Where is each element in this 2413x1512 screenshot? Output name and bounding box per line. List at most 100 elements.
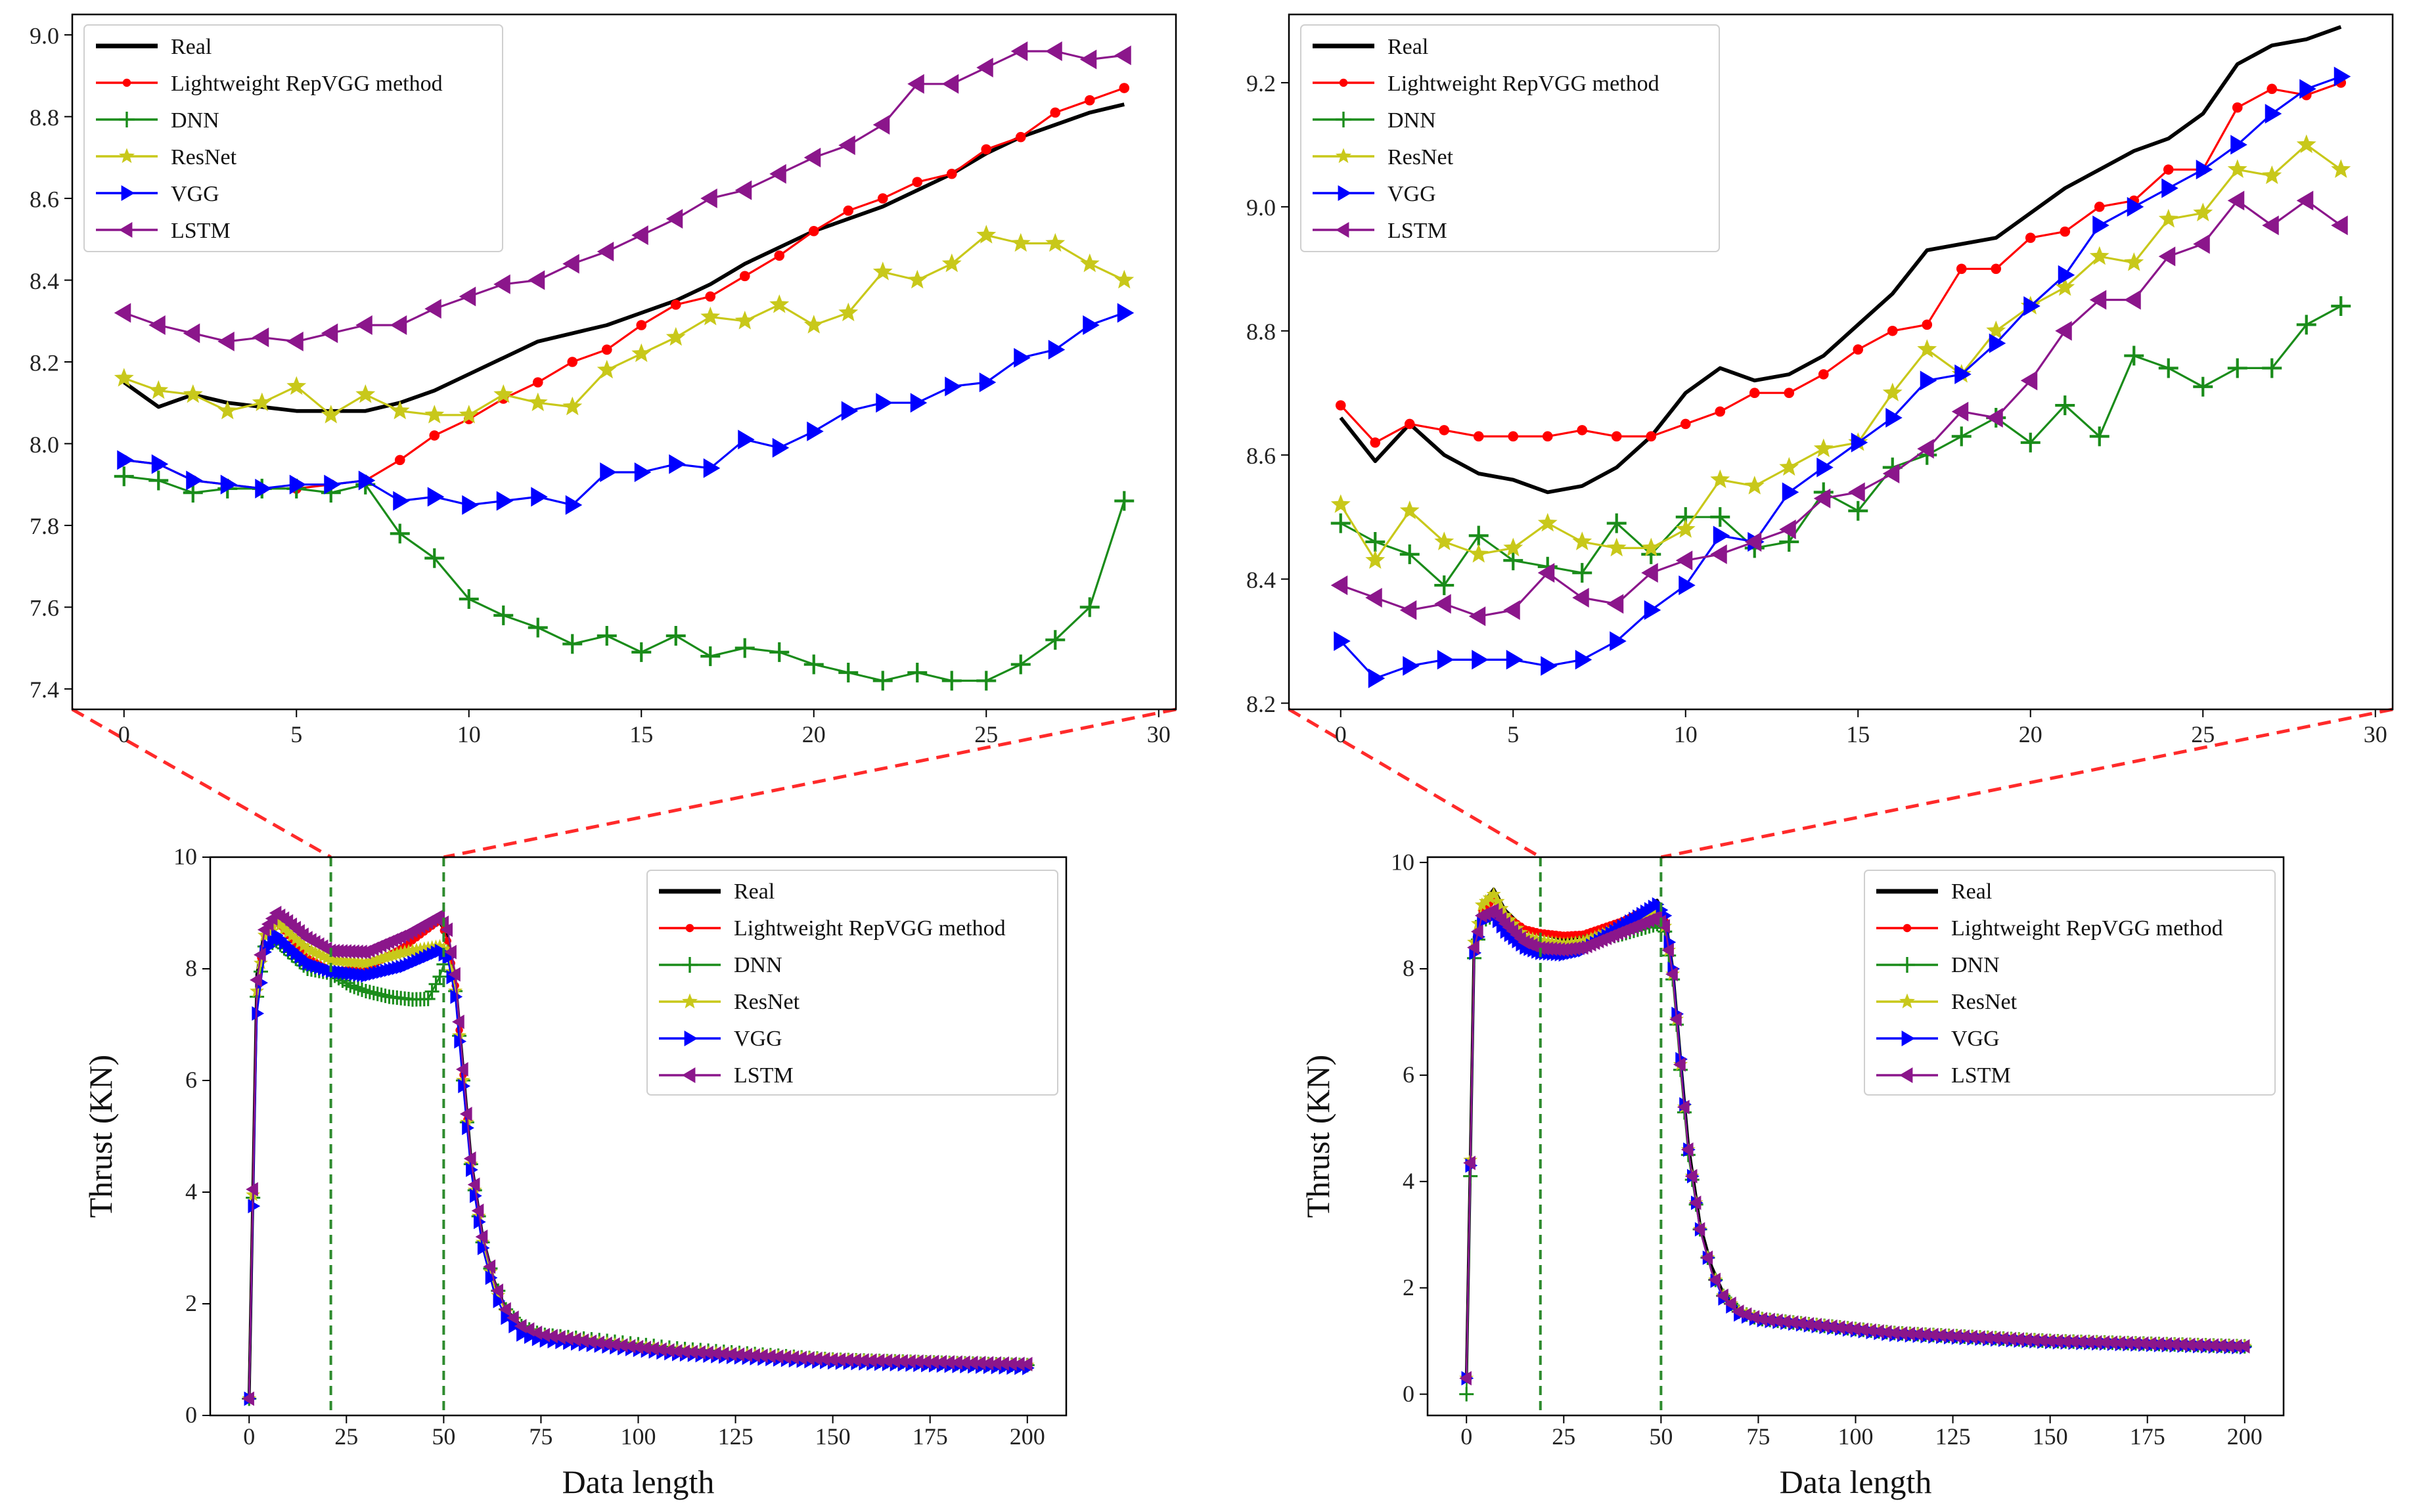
data-point-lstm xyxy=(1840,1321,1853,1336)
legend-item-lstm: LSTM xyxy=(1313,219,1447,243)
y-tick-label: 8 xyxy=(185,955,197,981)
x-tick-label: 25 xyxy=(974,721,998,747)
data-point-lstm xyxy=(2158,246,2176,267)
data-point-lstm xyxy=(1809,1318,1822,1333)
data-point-lightweight xyxy=(808,226,819,236)
data-point-lstm xyxy=(755,1348,768,1364)
data-point-lightweight xyxy=(1015,131,1026,143)
legend-label: Real xyxy=(1951,879,1992,904)
series-line-lightweight xyxy=(1340,81,2341,444)
data-point-resnet xyxy=(296,938,311,952)
data-point-dnn xyxy=(424,984,440,999)
data-point-lstm xyxy=(1882,464,1900,484)
data-point-resnet xyxy=(2055,277,2075,296)
data-point-lstm xyxy=(809,1351,823,1366)
data-point-dnn xyxy=(872,671,893,691)
data-point-lstm xyxy=(778,1350,792,1365)
data-point-lstm xyxy=(1658,919,1670,934)
data-point-lightweight xyxy=(1050,107,1061,118)
y-tick-label: 7.6 xyxy=(30,595,59,621)
data-point-dnn xyxy=(493,605,514,625)
legend-item-lightweight: Lightweight RepVGG method xyxy=(1313,72,1659,96)
data-point-vgg xyxy=(669,454,686,474)
data-point-vgg xyxy=(477,1241,490,1255)
data-point-lstm xyxy=(2144,1336,2157,1351)
data-point-resnet xyxy=(424,405,445,424)
legend-label: DNN xyxy=(1951,953,2000,977)
data-point-vgg xyxy=(220,474,238,495)
data-point-vgg xyxy=(2230,135,2247,155)
data-point-dnn xyxy=(459,589,479,609)
data-point-lightweight xyxy=(1370,437,1381,448)
data-point-lstm xyxy=(841,1352,854,1367)
data-point-lstm xyxy=(448,967,461,982)
data-point-lstm xyxy=(246,1182,258,1197)
data-point-lstm xyxy=(1813,488,1831,508)
data-point-lstm xyxy=(1887,1325,1900,1341)
data-point-lstm xyxy=(1365,587,1382,608)
y-tick-label: 10 xyxy=(173,843,197,870)
data-point-resnet xyxy=(734,311,755,330)
data-point-vgg xyxy=(1989,333,2006,353)
data-point-resnet xyxy=(2331,159,2351,178)
data-point-lightweight xyxy=(1119,83,1130,93)
data-point-lightweight xyxy=(1335,400,1346,411)
data-point-lstm xyxy=(1747,1310,1760,1325)
data-point-resnet xyxy=(355,384,376,403)
data-point-vgg xyxy=(910,393,928,413)
data-point-resnet xyxy=(665,326,686,346)
data-point-lstm xyxy=(1537,563,1555,583)
data-point-vgg xyxy=(1437,650,1455,670)
series-lstm xyxy=(242,906,1033,1406)
data-point-lstm xyxy=(888,1354,901,1369)
data-point-resnet xyxy=(288,931,304,946)
data-point-lstm xyxy=(2105,1335,2118,1350)
data-point-lstm xyxy=(2190,1337,2203,1352)
data-point-lstm xyxy=(2012,1332,2024,1347)
legend-label: LSTM xyxy=(1387,219,1447,243)
data-point-lstm xyxy=(2206,1338,2219,1353)
data-point-lstm xyxy=(1895,1326,1908,1341)
series-resnet xyxy=(114,225,1135,424)
data-point-vgg xyxy=(876,393,893,413)
data-point-vgg xyxy=(496,491,514,511)
data-point-vgg xyxy=(703,458,721,478)
axes-frame xyxy=(1426,856,2285,1417)
data-point-lstm xyxy=(2175,1337,2188,1352)
legend-item-vgg: VGG xyxy=(1313,182,1436,206)
data-point-lightweight xyxy=(1749,388,1760,399)
data-point-lstm xyxy=(1986,408,2003,428)
data-point-lstm xyxy=(252,327,269,347)
data-point-lstm xyxy=(685,1345,698,1360)
legend-item-lightweight: Lightweight RepVGG method xyxy=(659,916,1006,941)
data-point-lstm xyxy=(654,1342,667,1357)
x-tick-label: 200 xyxy=(2227,1423,2263,1450)
data-point-lstm xyxy=(794,1350,807,1366)
y-tick-label: 7.8 xyxy=(30,513,59,539)
data-point-lightweight xyxy=(1542,431,1553,442)
data-point-vgg xyxy=(1644,600,1661,620)
legend-label: DNN xyxy=(171,108,219,133)
y-tick-label: 8.6 xyxy=(30,186,59,212)
data-point-resnet xyxy=(1474,897,1489,912)
legend-item-dnn: DNN xyxy=(1313,108,1436,133)
data-point-lstm xyxy=(1503,600,1520,620)
legend-marker xyxy=(685,923,694,933)
data-point-lightweight xyxy=(946,168,957,179)
data-point-lstm xyxy=(1848,482,1865,502)
data-point-resnet xyxy=(1503,537,1523,557)
series-lstm xyxy=(114,41,1131,351)
data-point-resnet xyxy=(1114,269,1135,289)
series-resnet xyxy=(1330,134,2351,569)
data-point-lightweight xyxy=(1853,344,1864,355)
data-point-vgg xyxy=(1472,650,1489,670)
series-lstm xyxy=(1459,902,2250,1386)
data-point-lstm xyxy=(724,1346,737,1362)
x-tick-label: 75 xyxy=(1746,1423,1770,1450)
x-tick-label: 175 xyxy=(2130,1423,2165,1450)
data-point-lightweight xyxy=(2163,164,2174,175)
data-point-lstm xyxy=(1700,1250,1713,1265)
data-point-lstm xyxy=(911,1354,924,1369)
data-point-lstm xyxy=(250,973,262,987)
